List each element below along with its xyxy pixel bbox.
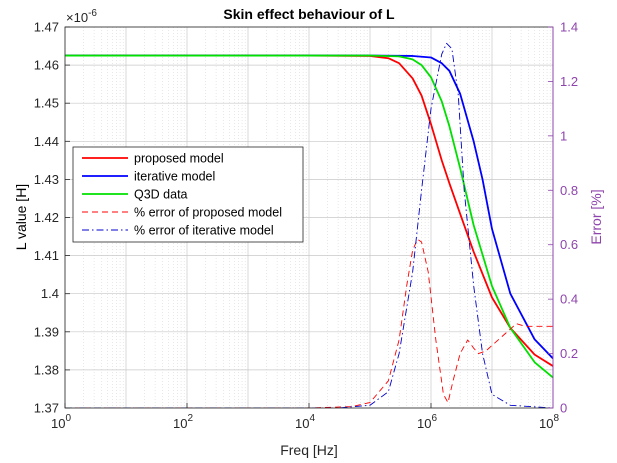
y-multiplier-exponent: -6 — [88, 8, 97, 19]
y-tick-label-left: 1.47 — [34, 20, 59, 35]
series-layer — [65, 42, 553, 408]
y-tick-label-left: 1.38 — [34, 362, 59, 377]
y-tick-label-left: 1.37 — [34, 401, 59, 416]
y-tick-label-left: 1.44 — [34, 134, 59, 149]
y-axis-label-right: Error [%] — [588, 189, 604, 244]
legend-label-1: iterative model — [134, 170, 215, 184]
legend-label-3: % error of proposed model — [134, 206, 282, 220]
y-axis-label-left: L value [H] — [13, 184, 29, 250]
y-tick-label-right: 1.4 — [560, 20, 578, 35]
x-tick-label: 102 — [173, 413, 193, 431]
series-line-2 — [65, 54, 553, 379]
x-axis-label: Freq [Hz] — [280, 442, 338, 458]
y-tick-label-left: 1.46 — [34, 58, 59, 73]
y-tick-label-right: 0.8 — [560, 183, 578, 198]
legend-label-2: Q3D data — [134, 188, 188, 202]
x-tick-label: 108 — [539, 413, 559, 431]
series-line-4 — [65, 42, 553, 408]
y-tick-label-right: 0.4 — [560, 292, 578, 307]
y-tick-label-right: 1 — [560, 128, 567, 143]
series-line-1 — [65, 54, 553, 360]
y-multiplier-base: ×10 — [66, 10, 88, 25]
y-multiplier: ×10-6 — [66, 8, 97, 25]
y-tick-label-right: 0.6 — [560, 237, 578, 252]
x-tick-label: 106 — [417, 413, 437, 431]
y-tick-label-left: 1.42 — [34, 210, 59, 225]
x-tick-label: 100 — [51, 413, 71, 431]
series-line-0 — [65, 54, 553, 367]
y-tick-label-left: 1.39 — [34, 324, 59, 339]
y-tick-label-left: 1.4 — [41, 286, 59, 301]
series-line-3 — [65, 238, 553, 408]
legend-items: proposed model iterative model Q3D data % e… — [82, 152, 282, 238]
legend: proposed model iterative model Q3D data % e… — [72, 146, 304, 243]
y-tick-label-left: 1.41 — [34, 248, 59, 263]
svg-text:×10-6: ×10-6 — [66, 8, 97, 25]
legend-label-4: % error of iterative model — [134, 224, 274, 238]
legend-label-0: proposed model — [134, 152, 224, 166]
y-tick-label-right: 0 — [560, 401, 567, 416]
y-tick-label-right: 0.2 — [560, 346, 578, 361]
y-tick-label-right: 1.2 — [560, 74, 578, 89]
ticks: 100 102 104 106 1081.371.381.391.41.411.421.… — [34, 20, 578, 432]
chart-title: Skin effect behaviour of L — [223, 6, 395, 22]
y-tick-label-left: 1.45 — [34, 96, 59, 111]
x-tick-label: 104 — [295, 413, 315, 431]
y-tick-label-left: 1.43 — [34, 172, 59, 187]
grid — [64, 26, 554, 409]
